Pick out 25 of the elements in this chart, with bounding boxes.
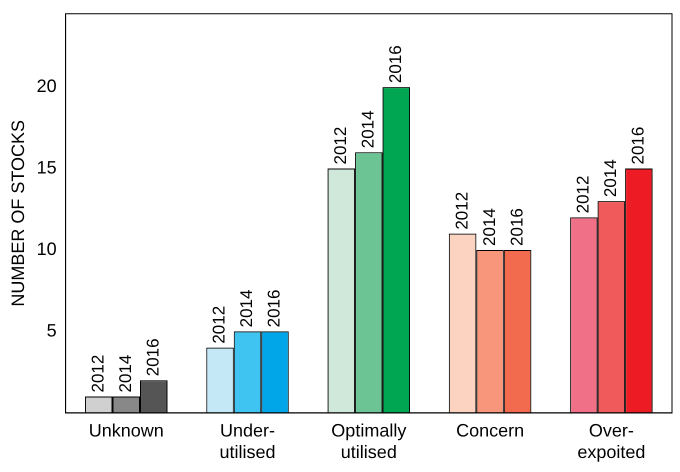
text: 2014	[116, 354, 135, 393]
y-tick-label: 15	[36, 157, 57, 178]
x-tick-label: Under- utilised	[220, 420, 276, 462]
text: 2014	[237, 290, 256, 328]
text: 2014	[480, 208, 499, 246]
y-tick-label: 5	[46, 320, 57, 340]
x-tick-label: Unknown	[88, 420, 164, 441]
text: 2012	[210, 306, 229, 344]
text: 2012	[331, 126, 350, 165]
text: 2016	[507, 208, 526, 246]
text: 2016	[264, 290, 284, 328]
x-tick-label: Optimally utilised	[331, 420, 406, 462]
y-axis-title: NUMBER OF STOCKS	[8, 120, 28, 307]
text: 2012	[574, 176, 593, 214]
y-tick-label: 10	[36, 238, 57, 259]
y-tick-label: 20	[36, 76, 57, 96]
text: 2014	[358, 110, 378, 148]
x-tick-label: Over- expoited	[577, 420, 646, 462]
text: 2016	[628, 126, 648, 165]
text: 2016	[143, 338, 162, 376]
text: 2012	[452, 192, 472, 230]
x-tick-label: Concern	[456, 420, 524, 441]
text: 2014	[601, 159, 620, 198]
text: 2016	[386, 45, 405, 84]
text: 2012	[88, 354, 108, 393]
